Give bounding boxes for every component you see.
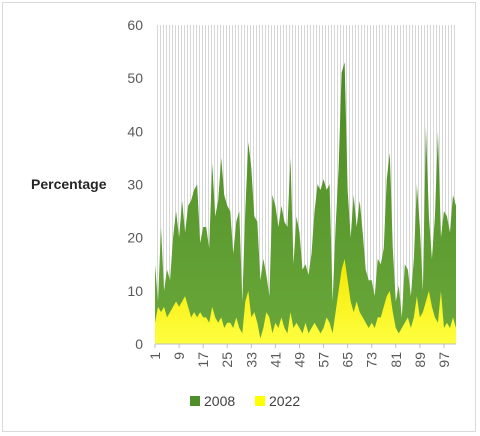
x-tick-label: 73 <box>364 352 380 368</box>
x-axis: 1 9 17 25 33 41 49 57 65 73 81 89 97 <box>147 343 456 368</box>
x-tick-label: 65 <box>340 352 356 368</box>
x-tick-label: 97 <box>436 352 452 368</box>
y-tick-label: 50 <box>127 70 143 86</box>
y-tick-label: 10 <box>127 283 143 299</box>
y-tick-label: 40 <box>127 123 143 139</box>
legend: 2008 2022 <box>190 393 300 409</box>
x-tick-label: 57 <box>316 352 332 368</box>
chart-frame: 0 10 20 30 40 50 60 1 9 17 25 33 41 49 57 65 73 81 89 97 P… <box>2 2 476 432</box>
x-tick-label: 89 <box>412 352 428 368</box>
series-area-2022 <box>155 258 456 344</box>
x-tick-label: 81 <box>388 352 404 368</box>
y-axis-label: Percentage <box>31 176 107 192</box>
x-tick-label: 25 <box>219 352 235 368</box>
series-area-2008 <box>155 62 456 344</box>
x-tick-label: 17 <box>195 352 211 368</box>
plot-area <box>155 25 456 344</box>
legend-swatch-2022 <box>255 396 265 406</box>
legend-swatch-2008 <box>190 396 200 406</box>
x-tick-label: 9 <box>171 352 187 360</box>
y-tick-label: 20 <box>127 230 143 246</box>
x-tick-label: 1 <box>147 352 163 360</box>
area-chart: 0 10 20 30 40 50 60 1 9 17 25 33 41 49 57 65 73 81 89 97 P… <box>31 17 456 409</box>
y-tick-label: 60 <box>127 17 143 33</box>
x-tick-label: 41 <box>267 352 283 368</box>
x-tick-label: 49 <box>291 352 307 368</box>
x-tick-label: 33 <box>243 352 259 368</box>
y-axis: 0 10 20 30 40 50 60 <box>127 17 143 352</box>
legend-label-2022: 2022 <box>269 393 300 409</box>
legend-label-2008: 2008 <box>204 393 235 409</box>
y-tick-label: 30 <box>127 177 143 193</box>
y-tick-label: 0 <box>135 336 143 352</box>
